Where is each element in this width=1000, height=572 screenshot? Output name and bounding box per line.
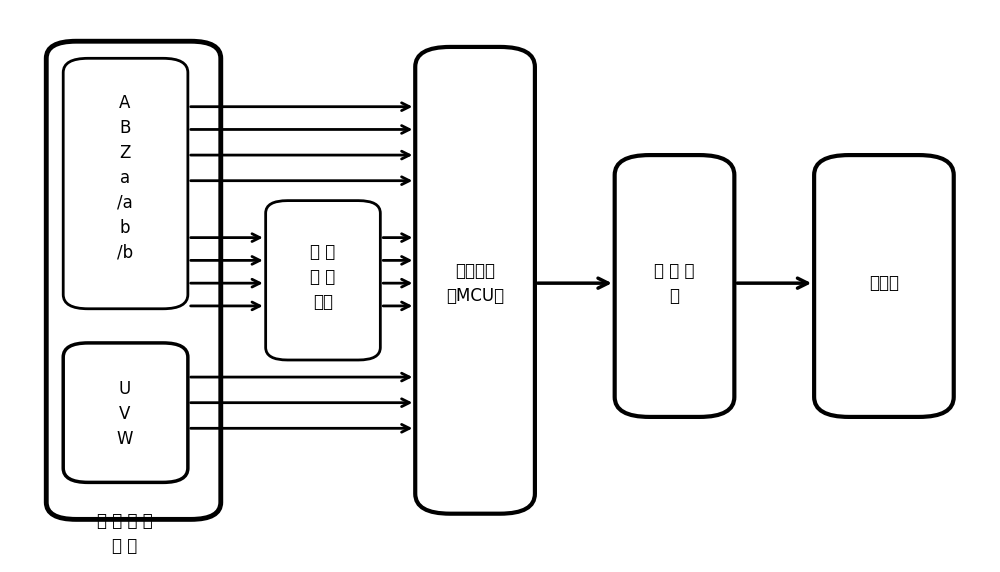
Text: 光 电 接 收
系 统: 光 电 接 收 系 统 [97,512,153,555]
Text: 总 线 接
口: 总 线 接 口 [654,261,695,305]
FancyBboxPatch shape [63,343,188,482]
FancyBboxPatch shape [46,41,221,519]
FancyBboxPatch shape [266,201,380,360]
Text: A
B
Z
a
/a
b
/b: A B Z a /a b /b [117,94,133,262]
FancyBboxPatch shape [814,155,954,417]
FancyBboxPatch shape [615,155,734,417]
Text: 用户端: 用户端 [869,274,899,292]
Text: 微处理器
（MCU）: 微处理器 （MCU） [446,261,504,305]
FancyBboxPatch shape [415,47,535,514]
Text: 模 拟
信 号
处理: 模 拟 信 号 处理 [310,244,336,312]
FancyBboxPatch shape [63,58,188,309]
Text: U
V
W: U V W [117,380,133,448]
